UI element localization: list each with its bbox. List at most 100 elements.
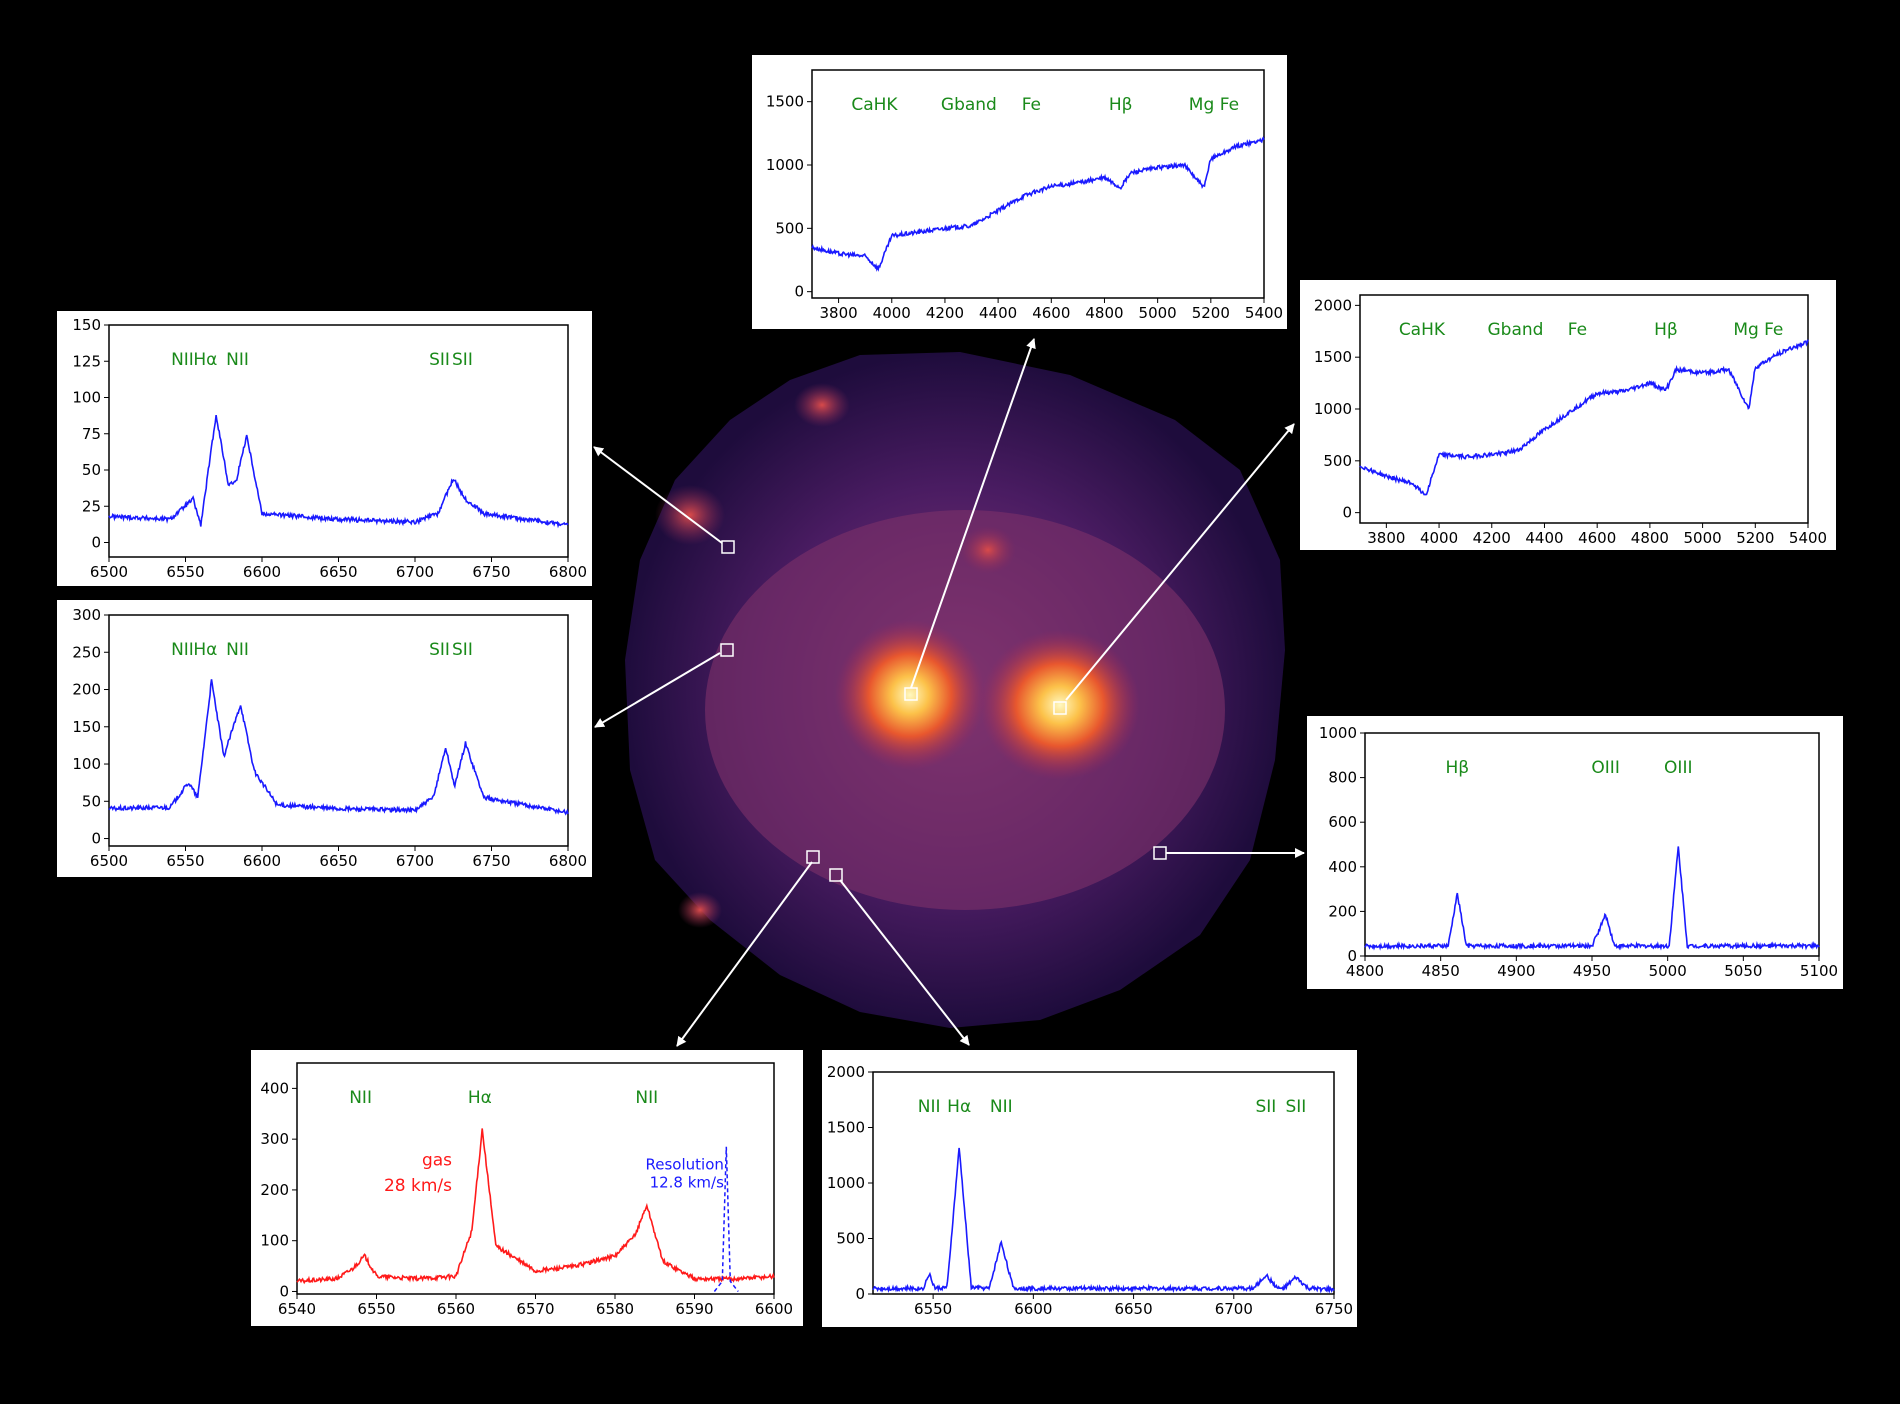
- x-tick-label: 4200: [926, 304, 964, 322]
- x-tick-label: 4800: [1346, 962, 1384, 980]
- y-tick-label: 0: [794, 283, 804, 301]
- y-tick-label: 100: [260, 1232, 289, 1250]
- plot-frame: [811, 69, 1265, 299]
- x-tick-label: 6500: [90, 563, 128, 581]
- x-tick-label: 6650: [1114, 1300, 1152, 1318]
- spectrum-chart-right-bottom: 4800 4850 4900 4950 5000 5050 5100 0 200 400 600 80…: [1319, 724, 1838, 980]
- spectrum-chart-left-bottom: 6500 6550 6600 6650 6700 6750 6800 0 50 100 150 200…: [72, 606, 587, 870]
- pointer-arrow-2: [1065, 423, 1295, 701]
- x-tick-label: 4850: [1422, 962, 1460, 980]
- line-label: NII: [349, 1088, 372, 1108]
- x-tick-label: 5400: [1789, 529, 1827, 547]
- spectrum-chart-bottom-left: 6540 6550 6560 6570 6580 6590 6600 0 100 200 300 40…: [260, 1062, 793, 1318]
- spectrum-chart-bottom-right: 6550 6600 6650 6700 6750 0 500 1000 1500 2000 NII H…: [827, 1063, 1353, 1318]
- y-tick-label: 200: [260, 1181, 289, 1199]
- y-tick-label: 600: [1328, 813, 1357, 831]
- line-label: NII: [918, 1097, 941, 1117]
- spectrum-series: [296, 1128, 775, 1285]
- pointer-arrow-7: [839, 879, 970, 1046]
- line-label: Hα: [193, 640, 217, 660]
- line-label: OIII: [1664, 758, 1692, 778]
- spectrum-series: [811, 136, 1265, 272]
- y-tick-label: 0: [1342, 504, 1352, 522]
- line-label: Hα: [947, 1097, 971, 1117]
- line-label: NII: [990, 1097, 1013, 1117]
- spectrum-panel-bottom-right: 6550 6600 6650 6700 6750 0 500 1000 1500 2000 NII H…: [822, 1050, 1357, 1327]
- line-label: SII: [1255, 1097, 1276, 1117]
- y-tick-label: 300: [260, 1130, 289, 1148]
- galaxy-knot-3: [794, 383, 850, 427]
- x-tick-label: 4400: [979, 304, 1017, 322]
- line-label: Fe: [1764, 320, 1783, 340]
- resolution-label: Resolution: [646, 1156, 724, 1174]
- resolution-profile: [713, 1146, 739, 1292]
- y-tick-label: 2000: [827, 1063, 865, 1081]
- line-label: Gband: [941, 95, 997, 115]
- spectrum-panel-right-top: 3800 4000 4200 4400 4600 4800 5000 5200 5400 0 500…: [1300, 280, 1836, 550]
- y-tick-label: 500: [836, 1230, 865, 1248]
- x-tick-label: 5200: [1192, 304, 1230, 322]
- x-tick-label: 3800: [1367, 529, 1405, 547]
- pointer-arrow-4: [594, 652, 721, 728]
- line-label: CaHK: [851, 95, 898, 115]
- line-label: Hα: [193, 350, 217, 370]
- y-tick-label: 0: [1347, 947, 1357, 965]
- y-tick-label: 75: [82, 425, 101, 443]
- line-label: Mg: [1189, 95, 1214, 115]
- x-tick-label: 6550: [166, 563, 204, 581]
- aperture-box-5: [806, 850, 820, 864]
- line-label: Fe: [1220, 95, 1239, 115]
- gas-label: gas: [422, 1151, 452, 1171]
- x-tick-label: 5000: [1649, 962, 1687, 980]
- line-label: Mg: [1733, 320, 1758, 340]
- y-tick-label: 150: [72, 316, 101, 334]
- x-tick-label: 4400: [1525, 529, 1563, 547]
- aperture-box-3: [721, 540, 735, 554]
- y-tick-label: 100: [72, 389, 101, 407]
- x-tick-label: 5100: [1800, 962, 1838, 980]
- y-tick-label: 1000: [1319, 724, 1357, 742]
- y-tick-label: 100: [72, 755, 101, 773]
- gas-width-label: 28 km/s: [384, 1176, 452, 1196]
- x-tick-label: 6600: [243, 563, 281, 581]
- x-tick-label: 6540: [278, 1300, 316, 1318]
- line-label: SII: [429, 640, 450, 660]
- x-tick-label: 3800: [819, 304, 857, 322]
- spectrum-panel-left-bottom: 6500 6550 6600 6650 6700 6750 6800 0 50 100 150 200…: [57, 600, 592, 877]
- x-tick-label: 6550: [357, 1300, 395, 1318]
- line-label: SII: [1286, 1097, 1307, 1117]
- galaxy-knot-1: [960, 526, 1016, 574]
- spectrum-panel-top: 3800 4000 4200 4400 4600 4800 5000 5200 5400 0 500…: [752, 55, 1287, 329]
- x-tick-label: 6750: [1315, 1300, 1353, 1318]
- x-tick-label: 4800: [1085, 304, 1123, 322]
- galaxy-knot-4: [678, 892, 722, 928]
- x-tick-label: 6600: [243, 852, 281, 870]
- y-tick-label: 250: [72, 643, 101, 661]
- spectrum-panel-right-bottom: 4800 4850 4900 4950 5000 5050 5100 0 200 400 600 80…: [1307, 716, 1843, 989]
- y-tick-label: 0: [855, 1285, 865, 1303]
- x-tick-label: 4200: [1473, 529, 1511, 547]
- galaxy-nucleus-right: [980, 630, 1140, 780]
- line-label: NII: [171, 350, 194, 370]
- x-tick-label: 4600: [1578, 529, 1616, 547]
- x-tick-label: 5400: [1245, 304, 1283, 322]
- line-label: SII: [452, 640, 473, 660]
- x-tick-label: 6750: [472, 563, 510, 581]
- line-label: Fe: [1568, 320, 1587, 340]
- galaxy-nucleus-left: [835, 620, 985, 770]
- line-label: CaHK: [1399, 320, 1446, 340]
- x-tick-label: 6560: [437, 1300, 475, 1318]
- spectrum-series: [872, 1147, 1335, 1294]
- x-tick-label: 6600: [755, 1300, 793, 1318]
- x-tick-label: 6800: [549, 563, 587, 581]
- pointer-arrow-1: [910, 338, 1036, 689]
- line-label: Hβ: [1109, 95, 1133, 115]
- y-tick-label: 0: [91, 830, 101, 848]
- x-tick-label: 6590: [675, 1300, 713, 1318]
- x-tick-label: 6700: [396, 563, 434, 581]
- y-tick-label: 400: [1328, 858, 1357, 876]
- x-tick-label: 5000: [1683, 529, 1721, 547]
- x-tick-label: 6700: [1215, 1300, 1253, 1318]
- y-tick-label: 50: [82, 792, 101, 810]
